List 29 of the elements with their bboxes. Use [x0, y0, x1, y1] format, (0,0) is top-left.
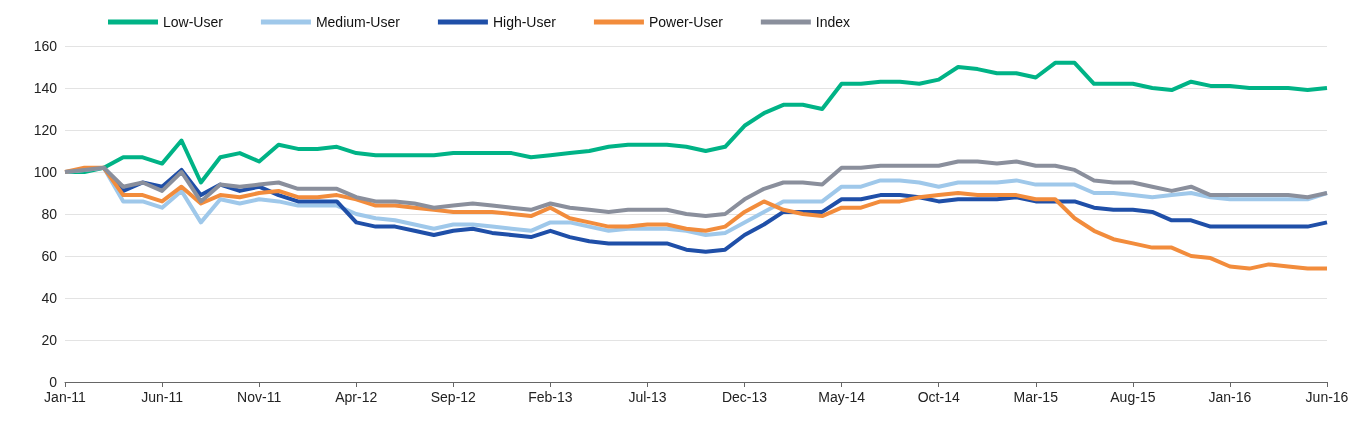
x-tick-label: Sep-12 — [430, 389, 477, 405]
x-tick-label: Jan-16 — [1208, 389, 1252, 405]
x-tick-label: Jun-11 — [141, 389, 184, 405]
x-tick-label: Oct-14 — [917, 389, 960, 405]
y-tick-label: 60 — [41, 248, 58, 264]
y-tick-label: 160 — [33, 38, 58, 54]
y-tick-label: 0 — [49, 374, 58, 390]
x-tick-label: Jan-11 — [44, 389, 87, 405]
x-tick-label: Dec-13 — [721, 389, 768, 405]
x-tick-label: Aug-15 — [1110, 389, 1156, 405]
y-tick-label: 20 — [41, 332, 58, 348]
legend-label: Index — [815, 14, 851, 30]
legend-label: Power-User — [648, 14, 724, 30]
y-tick-label: 100 — [33, 164, 58, 180]
y-tick-label: 120 — [33, 122, 58, 138]
line-series — [63, 159, 1329, 219]
x-tick-label: Nov-11 — [237, 389, 282, 405]
x-tick-label: Feb-13 — [528, 389, 573, 405]
x-tick-label: Mar-15 — [1013, 389, 1059, 405]
y-tick-label: 140 — [33, 80, 58, 96]
legend-label: Low-User — [163, 14, 224, 30]
legend-label: Medium-User — [315, 14, 401, 30]
x-tick-label: Jun-16 — [1305, 389, 1349, 405]
y-tick-label: 80 — [41, 206, 58, 222]
legend-label: High-User — [492, 14, 557, 30]
x-tick-label: May-14 — [818, 389, 866, 405]
x-tick-label: Jul-13 — [628, 389, 667, 405]
y-tick-label: 40 — [41, 290, 58, 306]
x-tick-label: Apr-12 — [335, 389, 378, 405]
